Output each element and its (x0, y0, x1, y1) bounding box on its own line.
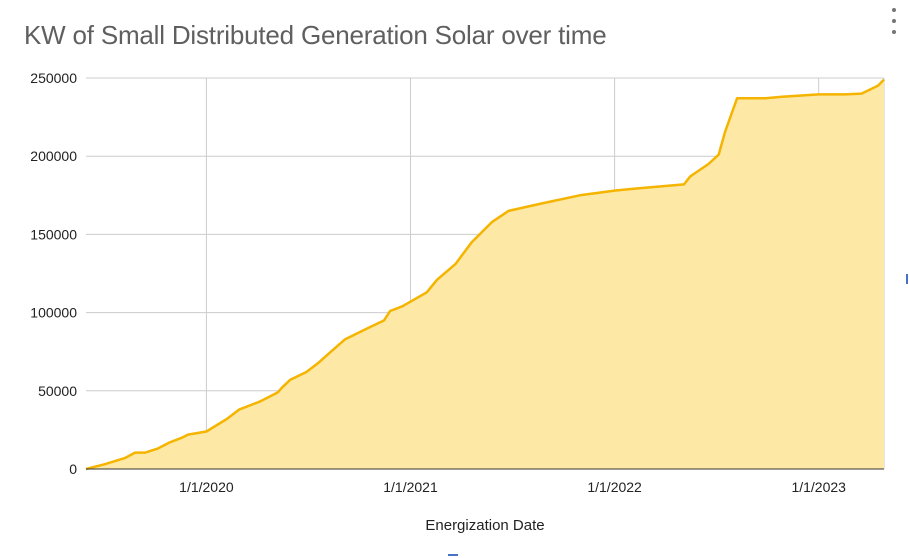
chart-title: KW of Small Distributed Generation Solar… (24, 20, 607, 50)
x-axis-label: Energization Date (425, 517, 544, 534)
x-tick-label: 1/1/2023 (791, 479, 846, 495)
more-vert-icon[interactable] (888, 8, 900, 34)
y-tick-label: 50000 (38, 383, 77, 399)
y-axis-ticks: 0 50000 100000 150000 200000 250000 (30, 70, 77, 477)
menu-dot (892, 8, 896, 12)
series-area (86, 79, 884, 469)
y-tick-label: 250000 (30, 70, 77, 86)
x-tick-label: 1/1/2021 (383, 479, 438, 495)
y-tick-label: 0 (69, 461, 77, 477)
y-tick-label: 100000 (30, 305, 77, 321)
y-tick-label: 200000 (30, 148, 77, 164)
x-axis-ticks: 1/1/2020 1/1/2021 1/1/2022 1/1/2023 (179, 479, 846, 495)
y-tick-label: 150000 (30, 226, 77, 242)
menu-dot (892, 19, 896, 23)
edge-marker (906, 274, 908, 284)
series-line (85, 78, 885, 471)
menu-dot (892, 30, 896, 34)
x-tick-label: 1/1/2020 (179, 479, 234, 495)
bottom-marker (448, 554, 458, 556)
x-tick-label: 1/1/2022 (587, 479, 642, 495)
